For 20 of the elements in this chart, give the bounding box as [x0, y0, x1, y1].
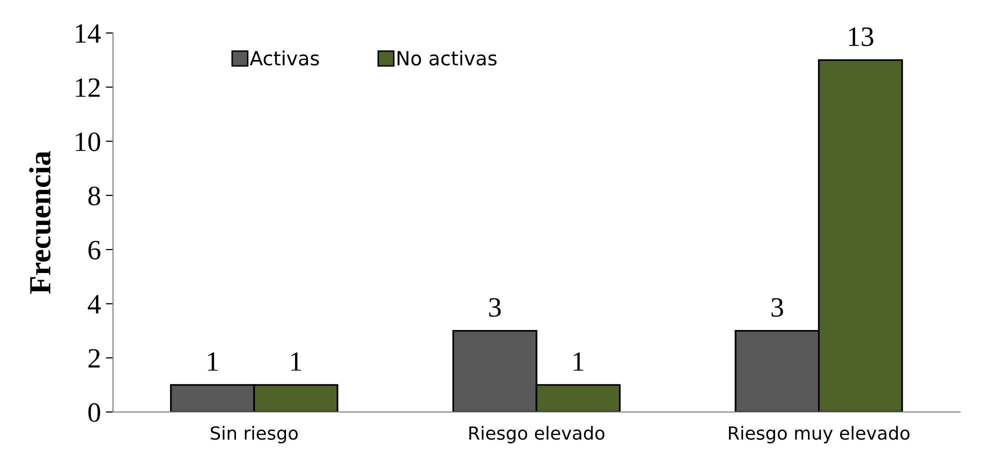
y-tick-label: 6: [88, 240, 100, 260]
legend-label: No activas: [398, 50, 497, 66]
legend-label: Activas: [250, 50, 319, 66]
data-label: 3: [489, 298, 501, 317]
data-label: 1: [574, 352, 584, 371]
x-tick-label: Riesgo elevado: [469, 426, 604, 444]
data-label: 1: [291, 352, 302, 371]
y-axis-title: Frecuencia: [29, 151, 51, 294]
x-tick-label: Riesgo muy elevado: [728, 426, 910, 444]
y-tick-label: 12: [76, 78, 100, 97]
y-tick-label: 0: [88, 403, 100, 422]
data-label: 3: [772, 298, 784, 317]
x-tick-label: Sin riesgo: [210, 426, 298, 444]
y-tick-label: 2: [88, 349, 100, 368]
y-tick-label: 10: [76, 132, 100, 152]
y-tick-label: 14: [76, 24, 101, 43]
data-label: 13: [849, 27, 874, 46]
data-label: 1: [208, 352, 218, 371]
y-tick-label: 4: [88, 295, 101, 314]
y-tick-label: 8: [88, 186, 100, 206]
